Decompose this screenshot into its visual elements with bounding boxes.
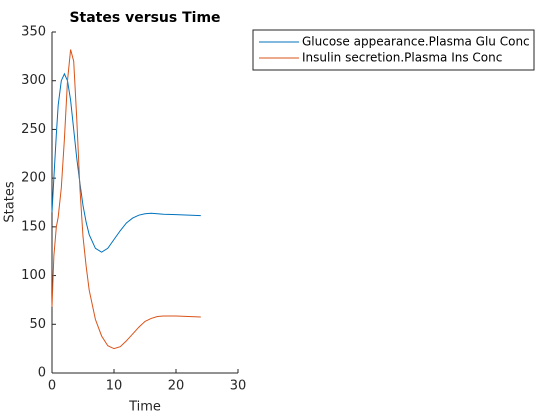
y-tick-label: 150 (21, 219, 46, 234)
x-tick-label: 10 (106, 379, 123, 394)
y-tick-label: 0 (38, 366, 46, 381)
y-tick-label: 250 (21, 122, 46, 137)
legend-label: Glucose appearance.Plasma Glu Conc (302, 35, 530, 49)
y-axis-label: States (3, 181, 18, 222)
x-axis-label: Time (128, 400, 161, 415)
y-tick-label: 300 (21, 73, 46, 88)
y-tick-label: 350 (21, 25, 46, 40)
legend-label: Insulin secretion.Plasma Ins Conc (302, 51, 502, 65)
legend-box (252, 29, 535, 71)
x-tick-label: 20 (168, 379, 185, 394)
y-tick-label: 50 (29, 317, 46, 332)
series-line (51, 49, 201, 350)
x-tick-label: 0 (48, 379, 56, 394)
x-tick-label: 30 (230, 379, 247, 394)
y-tick-label: 100 (21, 268, 46, 283)
chart-title: States versus Time (69, 10, 220, 26)
series-line (51, 72, 201, 253)
y-tick-label: 200 (21, 171, 46, 186)
